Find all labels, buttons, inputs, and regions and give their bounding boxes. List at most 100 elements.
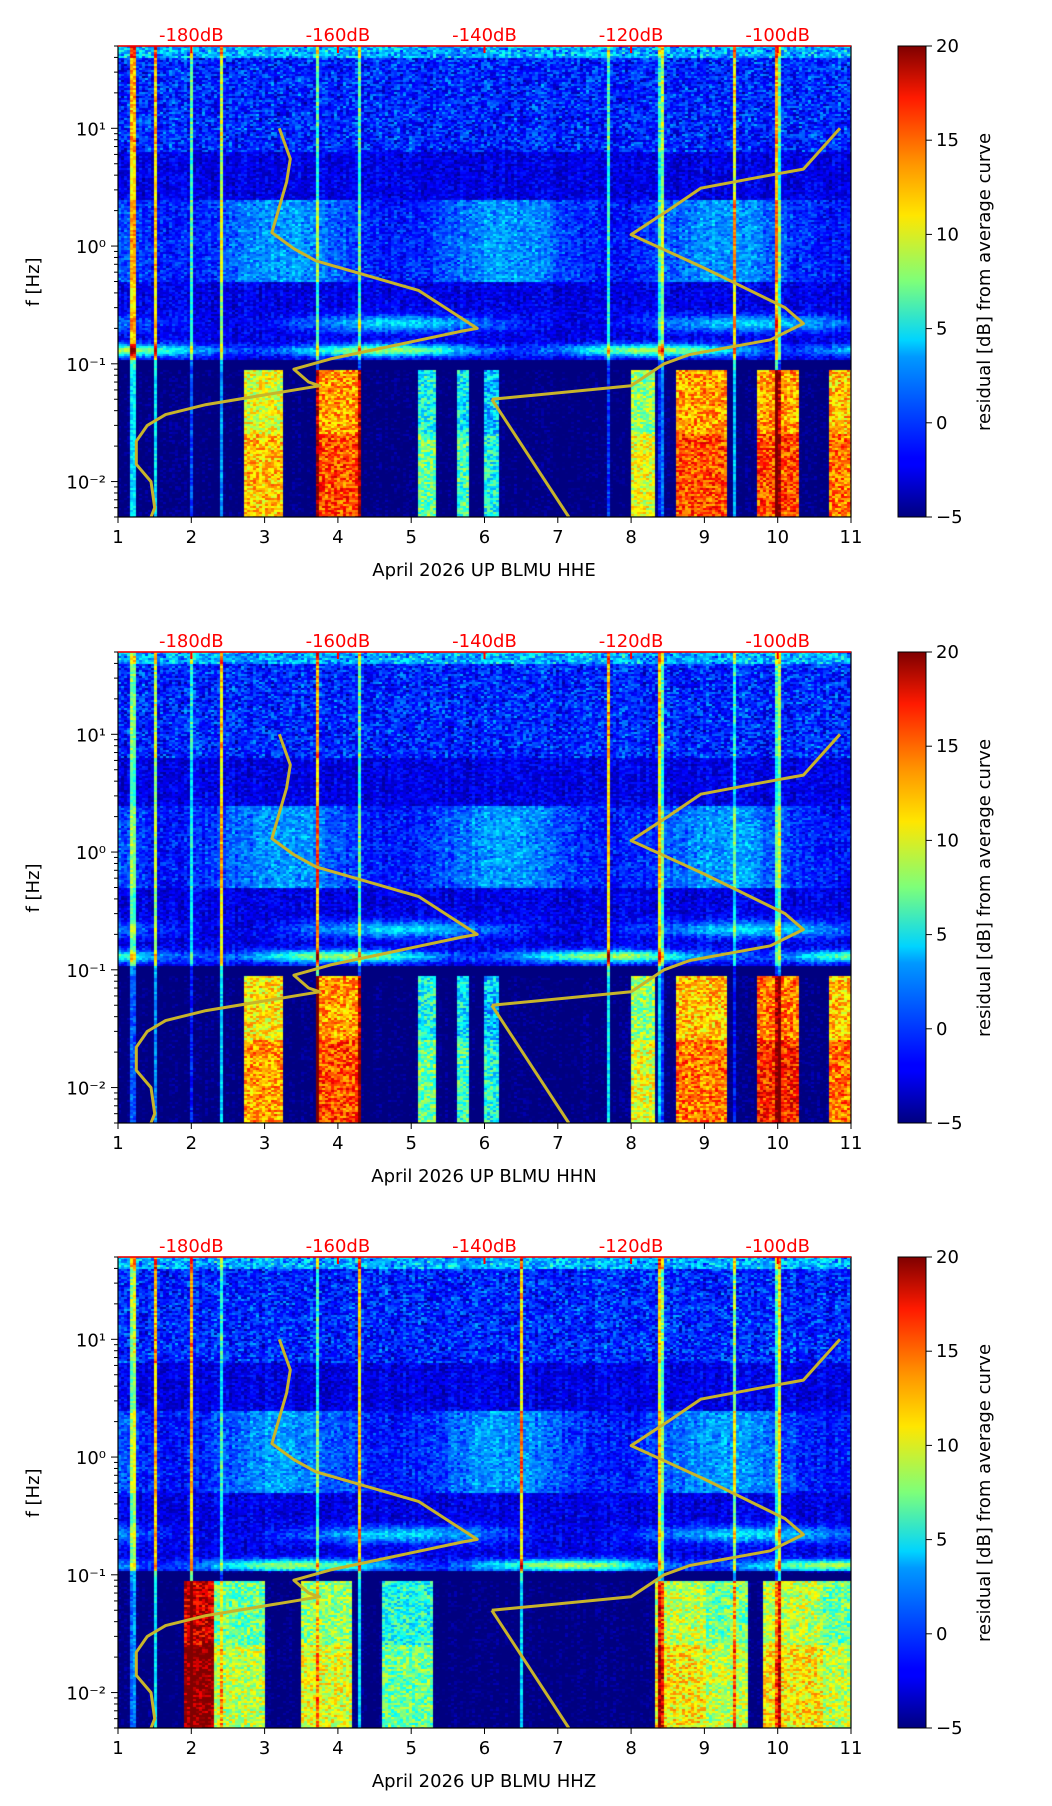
colorbar-tick-label: 10 [936, 830, 959, 851]
noise-curve-1 [134, 733, 479, 1124]
colorbar-gradient [897, 1256, 927, 1729]
y-axis: 10⁻² 10⁻¹ 10⁰ 10¹ [66, 45, 118, 518]
colorbar-ticks: −5 0 5 10 15 20 [926, 1247, 963, 1739]
y-tick-label: 10⁰ [76, 237, 106, 258]
colorbar: −5 0 5 10 15 20 residual [dB] from average cu… [897, 36, 995, 528]
x-tick-label: 7 [552, 527, 563, 548]
top-tick-label: -120dB [599, 1236, 664, 1257]
x-tick-label: 4 [332, 1133, 343, 1154]
top-tick-label: -140dB [452, 25, 517, 46]
x-tick-label: 9 [699, 1738, 710, 1759]
top-tick-label: -140dB [452, 631, 517, 652]
x-tick-label: 10 [766, 527, 789, 548]
colorbar-tick-label: 15 [936, 1341, 959, 1362]
top-tick-label: -160dB [306, 1236, 371, 1257]
x-tick-label: 2 [186, 1738, 197, 1759]
curve-overlay [134, 127, 842, 518]
spectrogram-area [118, 1257, 851, 1728]
x-tick-label: 5 [405, 527, 416, 548]
x-tick-label: 3 [259, 527, 270, 548]
top-tick-label: -100dB [745, 25, 810, 46]
y-axis: 10⁻² 10⁻¹ 10⁰ 10¹ [66, 651, 118, 1124]
top-db-axis: -180dB -160dB -140dB -120dB -100dB [118, 1236, 851, 1264]
x-tick-label: 1 [112, 1133, 123, 1154]
y-tick-label: 10⁻¹ [66, 355, 106, 376]
colorbar-tick-label: 15 [936, 130, 959, 151]
x-tick-label: 6 [479, 1738, 490, 1759]
colorbar: −5 0 5 10 15 20 residual [dB] from average cu… [897, 1247, 995, 1739]
top-tick-label: -160dB [306, 25, 371, 46]
x-axis-label: April 2026 UP BLMU HHE [372, 560, 595, 581]
x-axis: 1 2 3 4 5 6 7 8 9 10 11 [112, 517, 862, 548]
y-tick-label: 10⁻¹ [66, 961, 106, 982]
x-tick-label: 3 [259, 1738, 270, 1759]
x-tick-label: 7 [552, 1738, 563, 1759]
x-tick-label: 11 [840, 1133, 863, 1154]
x-tick-label: 9 [699, 527, 710, 548]
x-tick-label: 6 [479, 527, 490, 548]
colorbar-ticks: −5 0 5 10 15 20 [926, 642, 963, 1134]
x-tick-label: 10 [766, 1133, 789, 1154]
curve-overlay [134, 733, 842, 1124]
y-axis-label: f [Hz] [23, 257, 44, 306]
colorbar-tick-label: −5 [936, 507, 963, 528]
colorbar-ticks: −5 0 5 10 15 20 [926, 36, 963, 528]
top-tick-label: -180dB [159, 631, 224, 652]
colorbar-tick-label: −5 [936, 1113, 963, 1134]
panel-hhz: 1 2 3 4 5 6 7 8 9 10 11 10⁻² 10⁻¹ 10⁰ 10¹ -180dB -160d… [23, 1236, 995, 1792]
x-tick-label: 4 [332, 1738, 343, 1759]
noise-curve-3 [491, 127, 842, 401]
panel-hhe: 1 2 3 4 5 6 7 8 9 10 11 10⁻² 10⁻¹ 10⁰ 10¹ -180dB -160d… [23, 25, 995, 581]
top-db-axis: -180dB -160dB -140dB -120dB -100dB [118, 25, 851, 53]
x-tick-label: 9 [699, 1133, 710, 1154]
colorbar-tick-label: 20 [936, 642, 959, 663]
colorbar-tick-label: 0 [936, 1019, 947, 1040]
colorbar-tick-label: 15 [936, 736, 959, 757]
top-tick-label: -180dB [159, 25, 224, 46]
y-tick-label: 10¹ [76, 1330, 106, 1351]
spectrogram-area [118, 652, 851, 1123]
colorbar-tick-label: 20 [936, 1247, 959, 1268]
colorbar: −5 0 5 10 15 20 residual [dB] from average cu… [897, 642, 995, 1134]
y-tick-label: 10⁻² [66, 473, 106, 494]
x-tick-label: 5 [405, 1133, 416, 1154]
colorbar-label: residual [dB] from average curve [974, 1344, 995, 1642]
y-tick-label: 10⁰ [76, 843, 106, 864]
colorbar-tick-label: −5 [936, 1718, 963, 1739]
x-tick-label: 4 [332, 527, 343, 548]
colorbar-gradient [897, 45, 927, 518]
top-tick-label: -120dB [599, 631, 664, 652]
curve-overlay [134, 1338, 842, 1729]
colorbar-tick-label: 10 [936, 224, 959, 245]
x-tick-label: 8 [625, 1133, 636, 1154]
x-tick-label: 1 [112, 527, 123, 548]
top-tick-label: -100dB [745, 1236, 810, 1257]
top-tick-label: -100dB [745, 631, 810, 652]
colorbar-tick-label: 5 [936, 1530, 947, 1551]
x-tick-label: 7 [552, 1133, 563, 1154]
colorbar-tick-label: 10 [936, 1435, 959, 1456]
x-tick-label: 11 [840, 1738, 863, 1759]
colorbar-gradient [897, 651, 927, 1124]
y-tick-label: 10⁻² [66, 1684, 106, 1705]
colorbar-tick-label: 0 [936, 413, 947, 434]
colorbar-tick-label: 20 [936, 36, 959, 57]
y-tick-label: 10⁰ [76, 1448, 106, 1469]
noise-curve-2 [490, 398, 571, 518]
noise-curve-1 [134, 1338, 479, 1729]
top-tick-label: -140dB [452, 1236, 517, 1257]
x-tick-label: 8 [625, 527, 636, 548]
x-tick-label: 1 [112, 1738, 123, 1759]
y-axis-label: f [Hz] [23, 1468, 44, 1517]
y-tick-label: 10⁻¹ [66, 1566, 106, 1587]
x-tick-label: 2 [186, 1133, 197, 1154]
colorbar-tick-label: 0 [936, 1624, 947, 1645]
y-tick-label: 10¹ [76, 725, 106, 746]
colorbar-tick-label: 5 [936, 925, 947, 946]
colorbar-label: residual [dB] from average curve [974, 133, 995, 431]
y-axis: 10⁻² 10⁻¹ 10⁰ 10¹ [66, 1256, 118, 1729]
x-tick-label: 6 [479, 1133, 490, 1154]
top-tick-label: -180dB [159, 1236, 224, 1257]
noise-curve-1 [134, 127, 479, 518]
x-tick-label: 10 [766, 1738, 789, 1759]
